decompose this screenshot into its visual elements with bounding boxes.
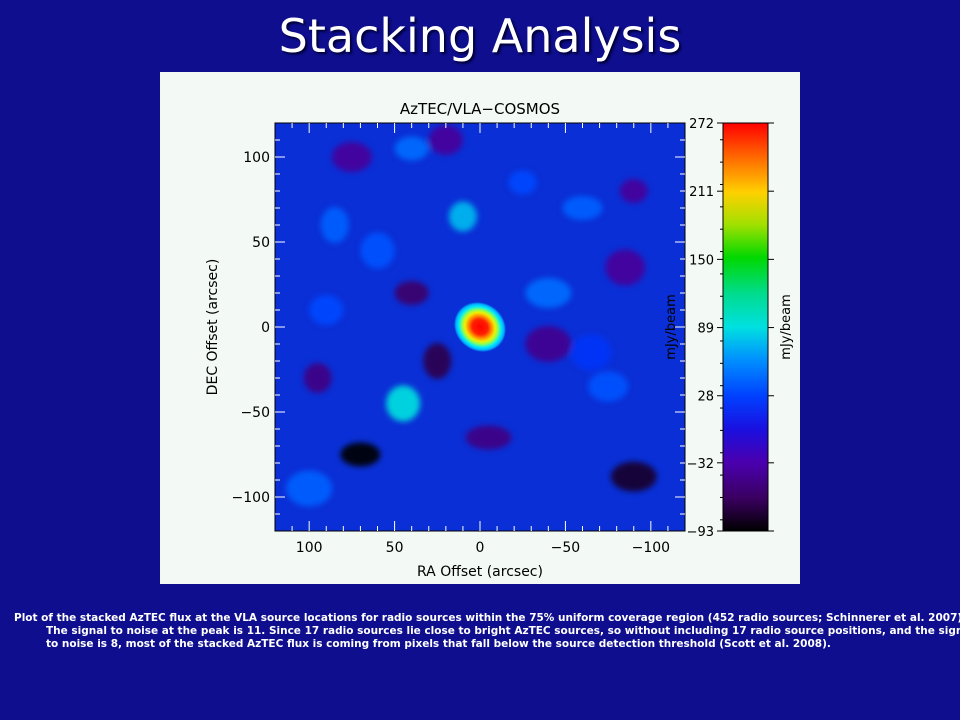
x-tick-label: −50 bbox=[551, 540, 581, 556]
heatmap-feature bbox=[448, 201, 477, 232]
y-tick-labels: 100 50 0 −50 −100 bbox=[232, 150, 270, 506]
slide-title: Stacking Analysis bbox=[278, 9, 682, 63]
x-tick-label: 100 bbox=[296, 540, 323, 556]
y-tick-label: 50 bbox=[252, 235, 270, 251]
colorbar-tick-label: −93 bbox=[687, 525, 714, 540]
heatmap-feature bbox=[571, 334, 612, 371]
heatmap-feature bbox=[525, 278, 572, 308]
heatmap-ticks bbox=[275, 123, 685, 531]
heatmap-feature bbox=[394, 281, 429, 305]
heatmap-feature bbox=[320, 207, 349, 243]
colorbar-tick-label: 89 bbox=[697, 322, 714, 337]
heatmap-feature bbox=[331, 142, 372, 172]
heatmap-feature bbox=[309, 295, 344, 325]
colorbar-label-right: mJy/beam bbox=[779, 294, 794, 359]
heatmap-feature bbox=[360, 232, 395, 269]
heatmap-feature bbox=[588, 371, 629, 402]
heatmap-peak bbox=[453, 301, 507, 353]
chart-figure: AzTEC/VLA−COSMOS 100 50 0 −50 −100 100 50 0 −50… bbox=[160, 72, 800, 584]
x-tick-label: −100 bbox=[632, 540, 670, 556]
slide-caption: Plot of the stacked AzTEC flux at the VL… bbox=[14, 612, 960, 650]
colorbar bbox=[722, 122, 769, 532]
colorbar-tick-label: −32 bbox=[687, 457, 714, 472]
heatmap-feature bbox=[423, 343, 452, 379]
colorbar-label-left: mJy/beam bbox=[664, 294, 679, 359]
heatmap-feature bbox=[303, 363, 332, 393]
heatmap-feature bbox=[386, 385, 421, 422]
x-tick-labels: 100 50 0 −50 −100 bbox=[296, 540, 670, 556]
colorbar-tick-label: 150 bbox=[689, 253, 714, 268]
heatmap-feature bbox=[605, 249, 646, 286]
chart-svg: AzTEC/VLA−COSMOS 100 50 0 −50 −100 100 50 0 −50… bbox=[205, 100, 794, 580]
y-axis-label: DEC Offset (arcsec) bbox=[205, 259, 221, 396]
x-axis-label: RA Offset (arcsec) bbox=[417, 564, 543, 580]
heatmap-feature bbox=[610, 461, 657, 492]
x-tick-label: 50 bbox=[386, 540, 404, 556]
x-tick-label: 0 bbox=[476, 540, 485, 556]
heatmap-feature bbox=[562, 196, 603, 220]
heatmap-feature bbox=[525, 326, 572, 362]
colorbar-tick-label: 272 bbox=[689, 117, 714, 132]
heatmap-feature bbox=[508, 170, 537, 195]
colorbar-tick-label: 211 bbox=[689, 185, 714, 200]
heatmap-feature bbox=[394, 136, 429, 161]
heatmap-feature bbox=[286, 470, 333, 507]
y-tick-label: −100 bbox=[232, 490, 270, 506]
colorbar-ticks: 272 211 150 89 28 −32 −93 bbox=[687, 117, 774, 540]
y-tick-label: −50 bbox=[240, 405, 270, 421]
heatmap-map bbox=[275, 123, 685, 531]
y-tick-label: 100 bbox=[243, 150, 270, 166]
y-tick-label: 0 bbox=[261, 320, 270, 336]
heatmap-feature bbox=[428, 125, 463, 155]
heatmap-feature bbox=[340, 442, 381, 467]
heatmap-feature bbox=[465, 425, 512, 450]
colorbar-tick-label: 28 bbox=[697, 390, 714, 405]
chart-title: AzTEC/VLA−COSMOS bbox=[400, 100, 560, 118]
heatmap-feature bbox=[619, 179, 648, 203]
